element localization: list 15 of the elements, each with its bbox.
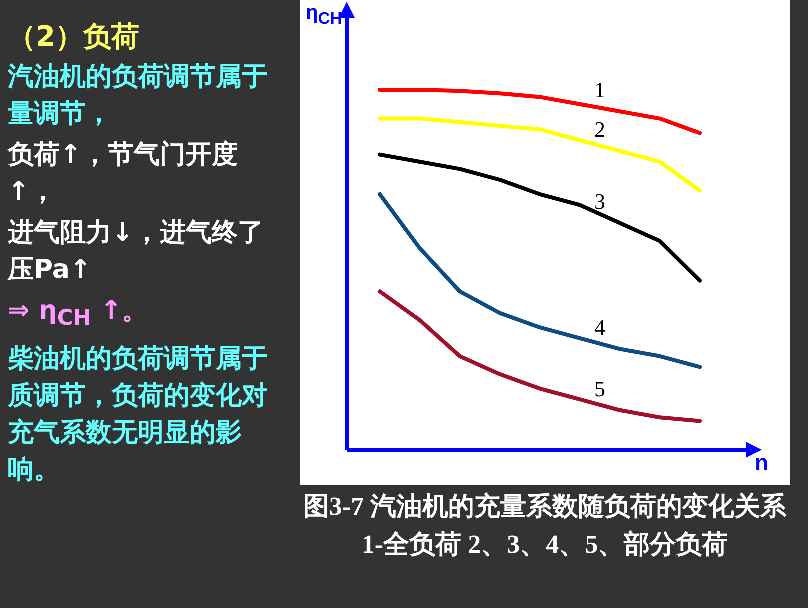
text: 柴油机的负荷调节属于质调节，负荷的变化对充气系数无明显的影响。 (8, 343, 269, 488)
series-label: 2 (594, 117, 606, 142)
y-axis-title: η$_{CH}$ (306, 2, 342, 29)
caption: 图3-7 汽油机的充量系数随负荷的变化关系 (302, 491, 788, 523)
series-label: 5 (594, 376, 606, 402)
x-axis-title: n (755, 450, 768, 476)
text: （2）负荷 (8, 19, 140, 55)
text: ⇒ η$_{CH}$ ↑。 (8, 295, 150, 334)
series-label: 4 (594, 315, 606, 340)
text: 进气阻力↓，进气终了压Pa↑ (8, 217, 265, 287)
series-label: 1 (594, 78, 606, 103)
series-label: 3 (594, 189, 606, 214)
text: 汽油机的负荷调节属于量调节， (8, 61, 269, 131)
text: 负荷↑，节气门开度↑， (8, 139, 239, 209)
text: 1-全负荷 2、3、4、5、部分负荷 (360, 529, 730, 561)
